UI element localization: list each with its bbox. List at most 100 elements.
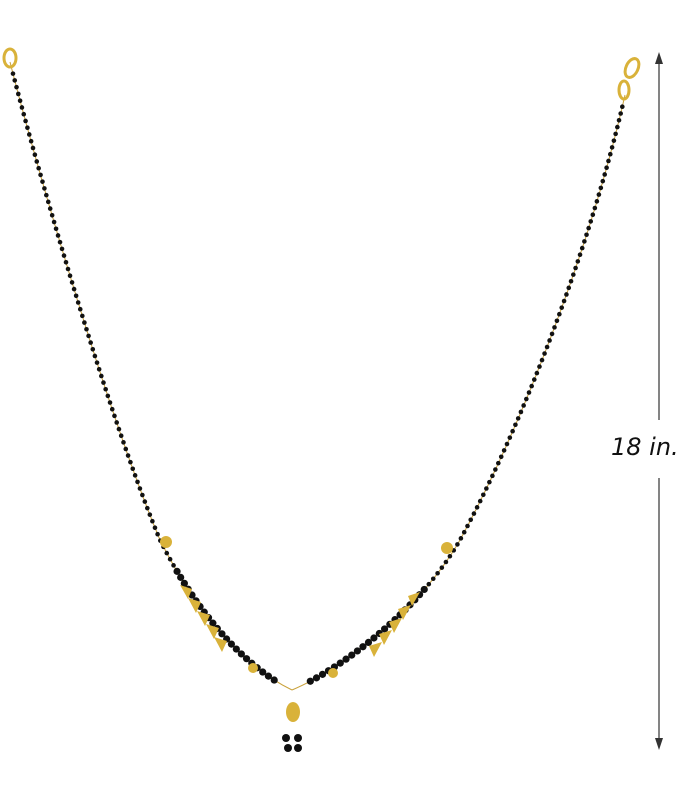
bead [529, 383, 534, 389]
bead [137, 486, 143, 491]
bead [105, 393, 111, 399]
bead [487, 479, 492, 485]
bead [380, 625, 389, 633]
bead [23, 118, 28, 124]
bead [26, 132, 32, 137]
bead [496, 460, 501, 466]
pendant [282, 702, 302, 752]
bead [232, 645, 240, 653]
bead [237, 650, 245, 658]
bead [86, 333, 91, 339]
bead [30, 145, 36, 151]
bead [598, 185, 604, 191]
bead [88, 340, 93, 345]
bead [531, 377, 537, 382]
bead [209, 619, 217, 627]
measurement-arrow [655, 52, 663, 750]
bead [590, 212, 596, 218]
bead [12, 78, 18, 83]
bead [155, 531, 160, 537]
bead [177, 573, 185, 581]
bead [554, 318, 560, 324]
bead [270, 676, 278, 684]
bead [264, 672, 273, 680]
bead [51, 219, 57, 225]
bead [342, 655, 350, 663]
bead [573, 265, 578, 271]
bead [112, 413, 117, 419]
bead [568, 278, 574, 284]
bead [430, 576, 436, 582]
right-clasp [617, 57, 641, 101]
bead [498, 454, 504, 460]
bead [504, 441, 510, 447]
bead [474, 505, 480, 510]
bead [167, 556, 173, 562]
bead [507, 435, 513, 440]
bead [121, 440, 126, 445]
bead [607, 151, 613, 157]
bead [63, 260, 69, 265]
bead [80, 313, 85, 319]
bead [513, 422, 518, 428]
bead [135, 479, 140, 485]
bead [420, 585, 428, 594]
bead [59, 246, 65, 252]
bead [69, 280, 75, 285]
bead [40, 179, 45, 184]
bead [73, 293, 79, 299]
bead [65, 266, 71, 272]
bead [518, 409, 524, 415]
bead [501, 448, 507, 453]
bead [616, 118, 622, 123]
bead [477, 498, 483, 504]
bead [594, 199, 600, 204]
bead [71, 286, 77, 292]
gold-balls [160, 536, 453, 678]
bead [484, 486, 489, 491]
bead [128, 459, 133, 465]
bead [47, 206, 53, 211]
bead [152, 525, 158, 531]
bead [318, 670, 327, 678]
bead [493, 467, 498, 472]
bead [109, 406, 115, 412]
bead [561, 298, 567, 304]
bead [510, 428, 515, 434]
bead [77, 306, 83, 312]
bead [426, 581, 432, 587]
bead [34, 159, 40, 164]
bead [82, 320, 87, 325]
bead [577, 252, 583, 258]
bead [534, 370, 540, 376]
bead [145, 505, 150, 511]
bead [544, 344, 550, 350]
left-leaf-motif [180, 585, 227, 652]
bead [84, 326, 89, 332]
bead [618, 111, 623, 116]
bead [171, 563, 176, 568]
bead [123, 446, 129, 452]
bead [61, 253, 67, 258]
bead [602, 172, 608, 177]
bead [557, 311, 562, 317]
bead [584, 232, 589, 238]
bead [539, 357, 545, 363]
bead [468, 517, 474, 523]
bead [613, 131, 618, 137]
left-clasp [2, 47, 18, 69]
bead [559, 305, 565, 310]
measurement-label: 18 in. [611, 433, 679, 461]
bead [620, 104, 625, 109]
bead [36, 165, 41, 171]
bead [96, 366, 102, 372]
bead [586, 225, 591, 231]
bead [49, 213, 55, 218]
bead [57, 239, 63, 245]
bead [549, 331, 555, 337]
bead [547, 338, 552, 343]
bead [101, 380, 106, 385]
bead [173, 567, 181, 575]
bead [471, 511, 477, 516]
